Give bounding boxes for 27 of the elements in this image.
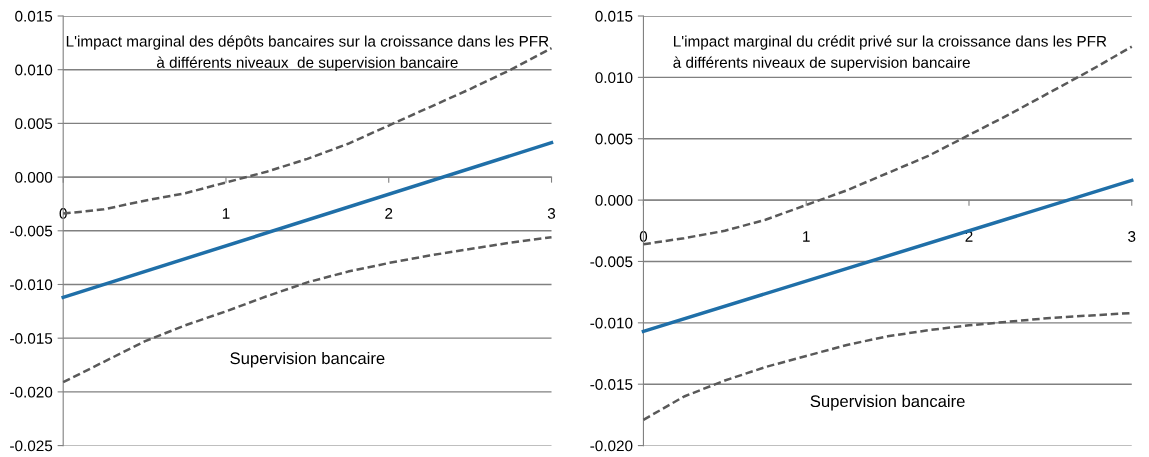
line-series [61, 235, 553, 384]
y-tick-label: -0.020 [10, 386, 53, 398]
y-tick-label: 0.010 [15, 64, 53, 76]
y-tick-label: 0.015 [15, 10, 53, 22]
y-tick-label: 0.000 [15, 171, 53, 183]
x-tick-label: 1 [222, 208, 230, 219]
y-tick-label: 0.005 [595, 133, 633, 145]
y-tick-label: -0.020 [590, 440, 633, 452]
y-tick-label: -0.015 [10, 333, 53, 344]
text: L'impact marginal des dépôts bancaires sur la croissance dans les PFR à différents niveaux de supervision bancaire [66, 35, 549, 71]
y-tick-label: -0.010 [10, 279, 53, 291]
text: L'impact marginal du crédit privé sur la croissance dans les PFR à différents niveaux de supervision bancaire [673, 35, 1107, 71]
x-axis-title: Supervision bancaire [230, 351, 385, 368]
x-tick-label: 3 [547, 208, 556, 219]
y-tick-label: 0.000 [595, 194, 633, 206]
x-tick-label: 2 [385, 208, 393, 219]
y-tick-label: 0.005 [15, 118, 53, 130]
x-axis-title: Supervision bancaire [810, 394, 965, 411]
y-tick-label: -0.010 [590, 317, 633, 329]
x-tick-label: 3 [1128, 231, 1136, 242]
y-tick-label: 0.010 [595, 72, 633, 84]
y-tick-label: -0.005 [590, 256, 633, 268]
y-tick-label: 0.015 [595, 10, 633, 22]
x-tick-label: 1 [803, 231, 810, 242]
y-tick-label: -0.005 [10, 225, 53, 237]
y-tick-label: -0.025 [10, 440, 53, 452]
y-tick-label: -0.015 [590, 379, 633, 390]
